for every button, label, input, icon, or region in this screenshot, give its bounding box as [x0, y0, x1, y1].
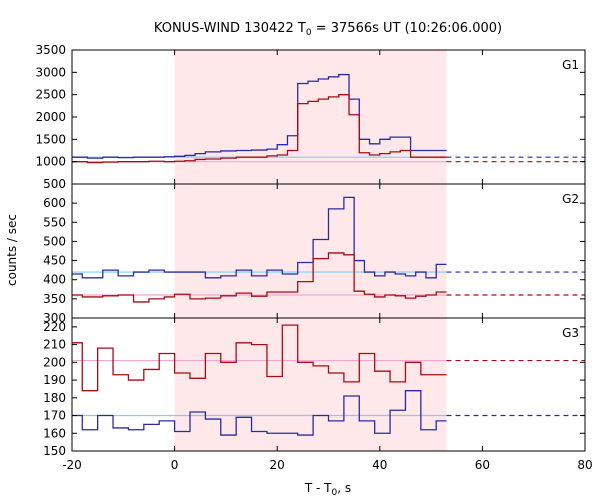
y-tick-label: 550	[43, 215, 66, 229]
y-tick-label: 1000	[35, 155, 66, 169]
y-tick-label: 300	[43, 311, 66, 325]
y-tick-label: 500	[43, 177, 66, 191]
series-red-g1	[72, 94, 447, 164]
x-tick-label: 60	[475, 458, 490, 472]
panel-frame-g3	[71, 317, 586, 452]
series-blue-g1	[72, 73, 447, 159]
panel-label-g2: G2	[562, 192, 579, 206]
panel-label-g3: G3	[562, 326, 579, 340]
x-tick-label: 0	[171, 458, 179, 472]
shaded-interval-g3	[174, 318, 447, 451]
y-axis-label: counts / sec	[5, 214, 19, 286]
y-tick-label: 450	[43, 254, 66, 268]
x-tick-label: -20	[62, 458, 82, 472]
x-tick-label: 40	[372, 458, 387, 472]
y-tick-label: 220	[43, 320, 66, 334]
shaded-interval-g1	[174, 50, 447, 184]
y-tick-label: 400	[43, 273, 66, 287]
tick-layer: G1500100015002000250030003500G2300350400…	[35, 43, 592, 472]
series-blue-g3	[72, 390, 447, 436]
x-tick-label: 80	[577, 458, 592, 472]
y-tick-label: 200	[43, 355, 66, 369]
chart-title: KONUS-WIND 130422 T0 = 37566s UT (10:26:…	[154, 21, 502, 38]
y-tick-label: 350	[43, 292, 66, 306]
series-red-g2	[72, 252, 447, 303]
y-tick-label: 160	[43, 426, 66, 440]
panel-label-g1: G1	[562, 58, 579, 72]
y-tick-label: 600	[43, 196, 66, 210]
y-tick-label: 180	[43, 391, 66, 405]
y-tick-label: 210	[43, 338, 66, 352]
x-tick-label: 20	[270, 458, 285, 472]
y-tick-label: 500	[43, 234, 66, 248]
y-tick-label: 3500	[35, 43, 66, 57]
series-layer	[72, 73, 447, 436]
y-tick-label: 2500	[35, 88, 66, 102]
y-tick-label: 170	[43, 409, 66, 423]
y-tick-label: 1500	[35, 132, 66, 146]
y-tick-label: 2000	[35, 110, 66, 124]
shaded-interval-layer	[174, 50, 447, 451]
y-tick-label: 150	[43, 444, 66, 458]
series-blue-g2	[72, 196, 447, 279]
y-tick-label: 190	[43, 373, 66, 387]
series-red-g3	[72, 324, 447, 392]
y-tick-label: 3000	[35, 65, 66, 79]
x-axis-label: T - T0, s	[304, 481, 351, 498]
